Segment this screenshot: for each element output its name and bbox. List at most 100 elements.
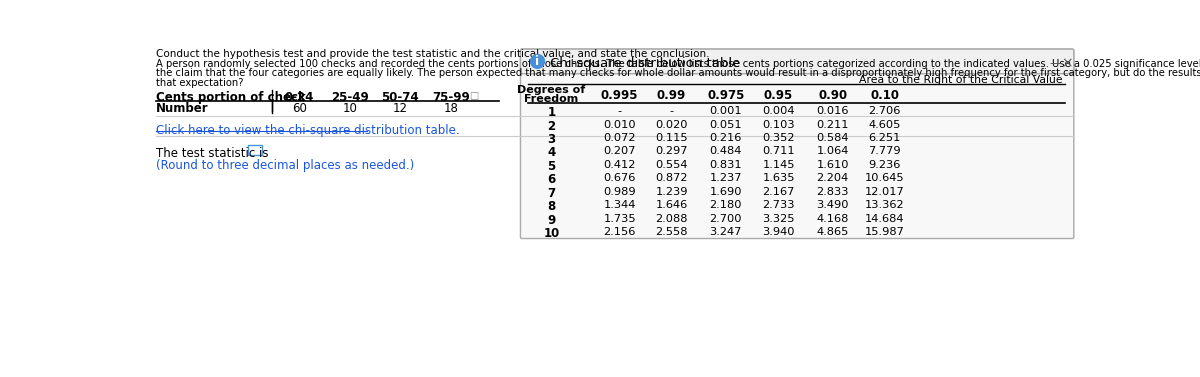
Text: 2: 2 [547,120,556,133]
Text: that expectation?: that expectation? [156,78,244,87]
Text: .: . [263,147,266,160]
Text: 3.940: 3.940 [762,227,794,238]
Text: 0.352: 0.352 [762,133,794,143]
Text: -: - [670,106,673,116]
Text: 9: 9 [547,214,556,227]
Text: 1.344: 1.344 [604,201,636,210]
FancyBboxPatch shape [521,49,1074,239]
Text: 0.989: 0.989 [604,187,636,197]
Text: 0.004: 0.004 [762,106,794,116]
Text: 0.484: 0.484 [709,147,742,156]
Text: 2.088: 2.088 [655,214,688,224]
Text: 0.297: 0.297 [655,147,688,156]
Circle shape [530,55,545,68]
Text: 6: 6 [547,173,556,187]
Text: 0.051: 0.051 [709,120,742,130]
Text: 3.325: 3.325 [762,214,794,224]
Text: 0.001: 0.001 [709,106,742,116]
Text: 0.020: 0.020 [655,120,688,130]
Text: The test statistic is: The test statistic is [156,147,269,160]
Text: 1.735: 1.735 [604,214,636,224]
Text: 18: 18 [443,102,458,115]
Text: 5: 5 [547,160,556,173]
Text: 0.115: 0.115 [655,133,688,143]
Text: 0.90: 0.90 [818,89,847,102]
Text: 2.833: 2.833 [816,187,850,197]
Text: 2.706: 2.706 [869,106,901,116]
Text: 4.865: 4.865 [816,227,848,238]
Text: 0.711: 0.711 [762,147,794,156]
Text: 1.610: 1.610 [816,160,850,170]
Text: 1.635: 1.635 [762,173,794,184]
Text: Click here to view the chi-square distribution table.: Click here to view the chi-square distri… [156,124,460,137]
Text: 0.016: 0.016 [816,106,850,116]
Text: Conduct the hypothesis test and provide the test statistic and the critical valu: Conduct the hypothesis test and provide … [156,49,709,59]
Text: 0.831: 0.831 [709,160,742,170]
Text: Degrees of: Degrees of [517,85,586,95]
Text: 15.987: 15.987 [865,227,905,238]
Text: 0.216: 0.216 [709,133,742,143]
Text: 12.017: 12.017 [865,187,905,197]
Text: Cents portion of check: Cents portion of check [156,92,306,104]
Text: 10: 10 [342,102,358,115]
Text: 4: 4 [547,147,556,159]
Text: 0.584: 0.584 [816,133,850,143]
Text: 60: 60 [292,102,307,115]
Text: 0.99: 0.99 [656,89,686,102]
Text: 2.167: 2.167 [762,187,794,197]
Text: A person randomly selected 100 checks and recorded the cents portions of those c: A person randomly selected 100 checks an… [156,59,1200,69]
Text: 10: 10 [544,227,559,241]
Text: 1.239: 1.239 [655,187,688,197]
Text: 1.690: 1.690 [709,187,742,197]
Text: 2.204: 2.204 [817,173,848,184]
Text: 0.10: 0.10 [870,89,899,102]
Text: 7: 7 [547,187,556,200]
Text: 2.700: 2.700 [709,214,742,224]
Text: 1: 1 [547,106,556,119]
Text: the claim that the four categories are equally likely. The person expected that : the claim that the four categories are e… [156,68,1200,78]
Text: Area to the Right of the Critical Value: Area to the Right of the Critical Value [859,75,1063,85]
FancyBboxPatch shape [521,49,1074,74]
Text: 0.072: 0.072 [604,133,636,143]
Text: 0.872: 0.872 [655,173,688,184]
Text: 4.605: 4.605 [869,120,901,130]
Text: 0.207: 0.207 [604,147,636,156]
Text: 3.490: 3.490 [816,201,850,210]
Text: i: i [535,55,540,68]
Text: 8: 8 [547,201,556,213]
Text: ×: × [1062,57,1073,71]
Text: 12: 12 [392,102,408,115]
Text: 9.236: 9.236 [869,160,901,170]
Text: 1.064: 1.064 [816,147,848,156]
Text: Chi-square distribution table: Chi-square distribution table [550,57,740,70]
Text: 14.684: 14.684 [865,214,905,224]
Text: -: - [618,106,622,116]
Text: 1.145: 1.145 [762,160,794,170]
Text: 6.251: 6.251 [869,133,901,143]
FancyBboxPatch shape [247,146,262,155]
Text: 1.237: 1.237 [709,173,742,184]
Text: 0.412: 0.412 [604,160,636,170]
Text: 0-24: 0-24 [284,92,314,104]
Text: 0.103: 0.103 [762,120,794,130]
Text: 13.362: 13.362 [865,201,905,210]
Text: 0.211: 0.211 [816,120,850,130]
Text: 2.156: 2.156 [604,227,636,238]
Text: 75-99: 75-99 [432,92,469,104]
Text: 1.646: 1.646 [655,201,688,210]
Text: 50-74: 50-74 [382,92,419,104]
Text: 0.010: 0.010 [604,120,636,130]
Text: 2.558: 2.558 [655,227,688,238]
Text: 0.995: 0.995 [601,89,638,102]
Text: 10.645: 10.645 [865,173,905,184]
Text: —: — [1049,57,1062,70]
Text: 7.779: 7.779 [869,147,901,156]
Text: 4.168: 4.168 [816,214,848,224]
Text: Number: Number [156,102,209,115]
Text: 0.676: 0.676 [604,173,636,184]
Text: 0.95: 0.95 [764,89,793,102]
Text: □: □ [469,92,479,101]
Text: 3.247: 3.247 [709,227,742,238]
Text: 0.554: 0.554 [655,160,688,170]
Text: 3: 3 [547,133,556,146]
